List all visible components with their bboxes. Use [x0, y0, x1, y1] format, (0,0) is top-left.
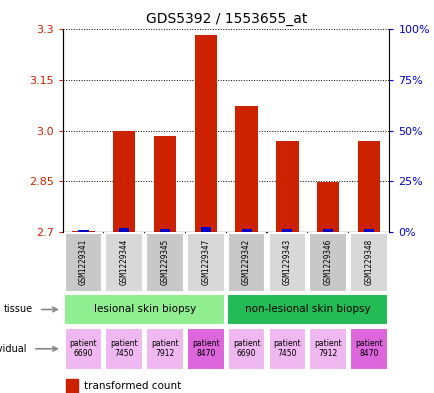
Bar — [349, 233, 387, 292]
Text: patient
6690: patient 6690 — [69, 339, 97, 358]
Bar — [363, 229, 373, 232]
Bar — [65, 328, 102, 369]
Text: individual: individual — [0, 344, 26, 354]
Text: patient
6690: patient 6690 — [232, 339, 260, 358]
Bar — [316, 182, 339, 232]
Bar — [276, 141, 298, 232]
Bar — [227, 294, 387, 325]
Text: patient
7450: patient 7450 — [273, 339, 300, 358]
Bar — [235, 107, 257, 232]
Text: GSM1229348: GSM1229348 — [364, 239, 372, 285]
Text: patient
8470: patient 8470 — [354, 339, 382, 358]
Bar — [187, 233, 224, 292]
Bar — [309, 233, 346, 292]
Text: non-lesional skin biopsy: non-lesional skin biopsy — [244, 305, 370, 314]
Text: GSM1229341: GSM1229341 — [79, 239, 88, 285]
Bar — [105, 328, 143, 369]
Bar — [64, 294, 224, 325]
Bar — [72, 231, 95, 232]
Bar — [66, 378, 78, 393]
Bar — [357, 141, 379, 232]
Text: GSM1229347: GSM1229347 — [201, 239, 210, 285]
Text: transformed count: transformed count — [84, 381, 181, 391]
Bar — [268, 328, 306, 369]
Bar — [187, 328, 224, 369]
Bar — [194, 35, 217, 232]
Bar — [154, 136, 176, 232]
Bar — [113, 130, 135, 232]
Bar — [227, 328, 265, 369]
Bar — [146, 328, 183, 369]
Bar — [119, 228, 129, 232]
Bar — [322, 229, 332, 232]
Bar — [105, 233, 143, 292]
Bar — [241, 229, 251, 232]
Bar — [349, 328, 387, 369]
Text: GSM1229344: GSM1229344 — [119, 239, 128, 285]
Text: tissue: tissue — [3, 305, 33, 314]
Text: patient
7450: patient 7450 — [110, 339, 138, 358]
Text: GSM1229343: GSM1229343 — [282, 239, 291, 285]
Text: GSM1229345: GSM1229345 — [160, 239, 169, 285]
Text: patient
7912: patient 7912 — [151, 339, 178, 358]
Text: GSM1229346: GSM1229346 — [323, 239, 332, 285]
Bar — [227, 233, 265, 292]
Title: GDS5392 / 1553655_at: GDS5392 / 1553655_at — [145, 12, 306, 26]
Bar — [282, 229, 292, 232]
Text: GSM1229342: GSM1229342 — [242, 239, 250, 285]
Bar — [78, 230, 88, 232]
Bar — [160, 229, 170, 232]
Bar — [309, 328, 346, 369]
Bar — [146, 233, 183, 292]
Bar — [201, 228, 210, 232]
Text: lesional skin biopsy: lesional skin biopsy — [93, 305, 195, 314]
Text: patient
8470: patient 8470 — [191, 339, 219, 358]
Text: patient
7912: patient 7912 — [314, 339, 341, 358]
Bar — [268, 233, 306, 292]
Bar — [65, 233, 102, 292]
